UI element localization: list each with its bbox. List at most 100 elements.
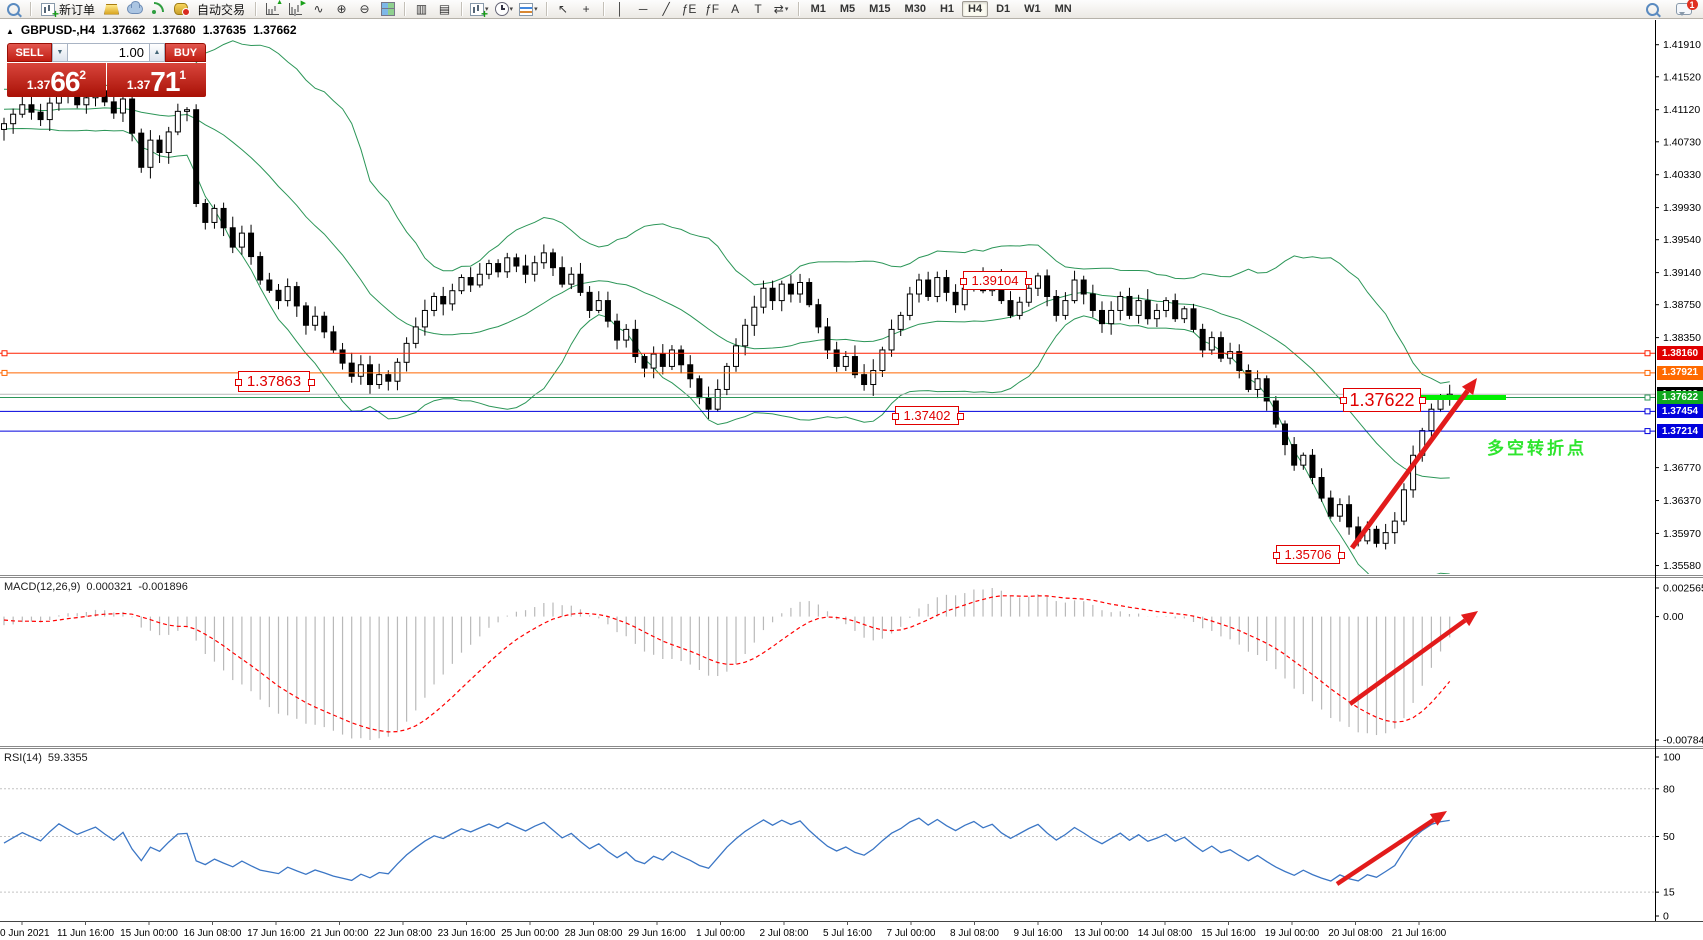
template-dropdown-button[interactable]: ▾ — [517, 1, 540, 17]
vertical-line-icon[interactable]: │ — [616, 2, 624, 16]
price-axis-badge: 1.37214 — [1657, 424, 1703, 439]
text-tool-icon[interactable]: A — [731, 2, 740, 16]
rsi-panel — [0, 788, 1655, 893]
arrange-cascade-icon[interactable]: ▤ — [438, 2, 451, 16]
collapse-triangle-icon[interactable]: ▲ — [6, 27, 14, 36]
tile-windows-icon[interactable] — [377, 1, 398, 17]
label-handle[interactable] — [960, 277, 967, 285]
bar-chart-shift-icon[interactable] — [285, 0, 306, 17]
zoom-in-icon[interactable]: ⊕ — [336, 2, 347, 16]
price-label-box[interactable]: 1.37622 — [1343, 388, 1421, 412]
timeframe-m15[interactable]: M15 — [869, 3, 891, 15]
timeframe-m30[interactable]: M30 — [904, 3, 926, 15]
line-handle[interactable] — [1644, 350, 1651, 357]
auto-trading-button[interactable]: 自动交易 — [193, 1, 249, 17]
panel-separator[interactable] — [0, 746, 1703, 747]
line-handle[interactable] — [1644, 369, 1651, 376]
panel-separator[interactable] — [0, 577, 1703, 578]
cloud-icon — [126, 1, 143, 14]
cloud-icon[interactable] — [124, 1, 145, 17]
volume-increase-button[interactable]: ▲ — [149, 43, 165, 62]
label-handle[interactable] — [308, 378, 315, 386]
bear-candle — [1291, 444, 1298, 466]
label-handle[interactable] — [1025, 277, 1032, 285]
line-handle[interactable] — [1644, 408, 1651, 415]
date-axis-line — [0, 921, 1703, 922]
market-icon[interactable] — [170, 1, 191, 17]
candles — [1, 75, 1453, 550]
timeframe-mn[interactable]: MN — [1054, 3, 1072, 15]
label-tool-icon[interactable]: T — [754, 2, 762, 16]
zoom-out-icon[interactable]: ⊖ — [359, 2, 370, 16]
crosshair-icon[interactable]: + — [582, 2, 590, 16]
bull-candle — [906, 293, 913, 316]
new-order-button[interactable]: 新订单 — [37, 1, 99, 21]
timeframe-m5[interactable]: M5 — [839, 3, 856, 15]
label-handle[interactable] — [957, 412, 964, 420]
bull-bear-turning-point-note[interactable]: 多空转折点 — [1487, 439, 1587, 458]
price-label-box[interactable]: 1.37402 — [895, 406, 959, 425]
rsi-name: RSI(14) — [4, 752, 42, 764]
timeframe-h4[interactable]: H4 — [962, 1, 989, 17]
bull-candle — [1025, 287, 1032, 303]
trendline-icon[interactable]: ╱ — [662, 2, 670, 16]
label-handle[interactable] — [1340, 397, 1347, 404]
bull-candle — [1181, 308, 1188, 320]
bear-candle — [678, 349, 685, 366]
panel-separator[interactable] — [0, 748, 1703, 749]
gold-icon[interactable] — [101, 1, 122, 17]
line-handle[interactable] — [1, 350, 8, 357]
arrange-horizontal-icon[interactable]: ▥ — [415, 2, 428, 16]
sell-price[interactable]: 1.37 66 2 — [7, 63, 106, 97]
overlay-curve-icon[interactable]: ∿ — [313, 2, 324, 16]
trend-arrow[interactable] — [1349, 389, 1470, 550]
panel-separator[interactable] — [0, 575, 1703, 576]
label-handle[interactable] — [1273, 551, 1280, 559]
cursor-icon[interactable]: ↖ — [558, 2, 569, 16]
period-dropdown-button[interactable]: ▾ — [493, 1, 516, 17]
timeframe-h1[interactable]: H1 — [939, 3, 955, 15]
line-handle[interactable] — [1644, 428, 1651, 435]
signal-icon[interactable] — [147, 1, 168, 17]
volume-decrease-button[interactable]: ▼ — [52, 43, 68, 62]
label-handle[interactable] — [892, 412, 899, 420]
timeframe-w1[interactable]: W1 — [1024, 3, 1041, 15]
price-label-box[interactable]: 1.35706 — [1276, 545, 1340, 564]
volume-input[interactable]: 1.00 — [68, 43, 149, 62]
fibonacci-fan-icon[interactable]: ƒF — [705, 2, 720, 16]
buy-price-pipette: 1 — [179, 68, 187, 82]
buy-button[interactable]: BUY — [165, 43, 206, 62]
price-label-box[interactable]: 1.39104 — [963, 271, 1027, 290]
auto-trading-button-label: 自动交易 — [197, 2, 246, 17]
horizontal-line-icon[interactable]: ─ — [638, 2, 648, 16]
fibonacci-retracement-icon[interactable]: ƒE — [681, 2, 697, 16]
bull-candle — [733, 345, 739, 367]
timeframe-d1[interactable]: D1 — [996, 3, 1011, 15]
trend-arrow[interactable] — [1335, 817, 1435, 886]
label-handle[interactable] — [1419, 397, 1426, 404]
trend-arrow[interactable] — [1348, 618, 1467, 706]
sell-button[interactable]: SELL — [7, 43, 52, 62]
line-handle[interactable] — [1, 369, 8, 376]
bar-chart-scale-icon[interactable] — [262, 0, 283, 17]
buy-price[interactable]: 1.37 71 1 — [107, 63, 206, 97]
price-label-box[interactable]: 1.37863 — [238, 371, 310, 392]
timeframe-m1[interactable]: M1 — [810, 3, 826, 15]
chat-icon[interactable]: 1 — [1673, 0, 1698, 17]
bear-candle — [293, 286, 300, 307]
macd-signal-line — [3, 595, 1451, 733]
bull-candle — [1382, 532, 1389, 544]
search-icon[interactable] — [1642, 1, 1663, 17]
macd-panel — [3, 588, 1478, 740]
line-handle[interactable] — [1644, 394, 1651, 401]
bull-candle — [1016, 301, 1023, 316]
bull-candle — [1062, 300, 1069, 316]
new-chart-button[interactable]: ▾ — [468, 1, 491, 21]
app-window-icon[interactable] — [3, 1, 24, 17]
bear-candle — [440, 295, 447, 305]
label-handle[interactable] — [235, 378, 242, 386]
date-axis-label: 7 Jul 00:00 — [887, 928, 936, 939]
label-handle[interactable] — [1338, 551, 1345, 559]
shapes-dropdown-button[interactable]: ⇄ ▾ — [771, 1, 792, 17]
